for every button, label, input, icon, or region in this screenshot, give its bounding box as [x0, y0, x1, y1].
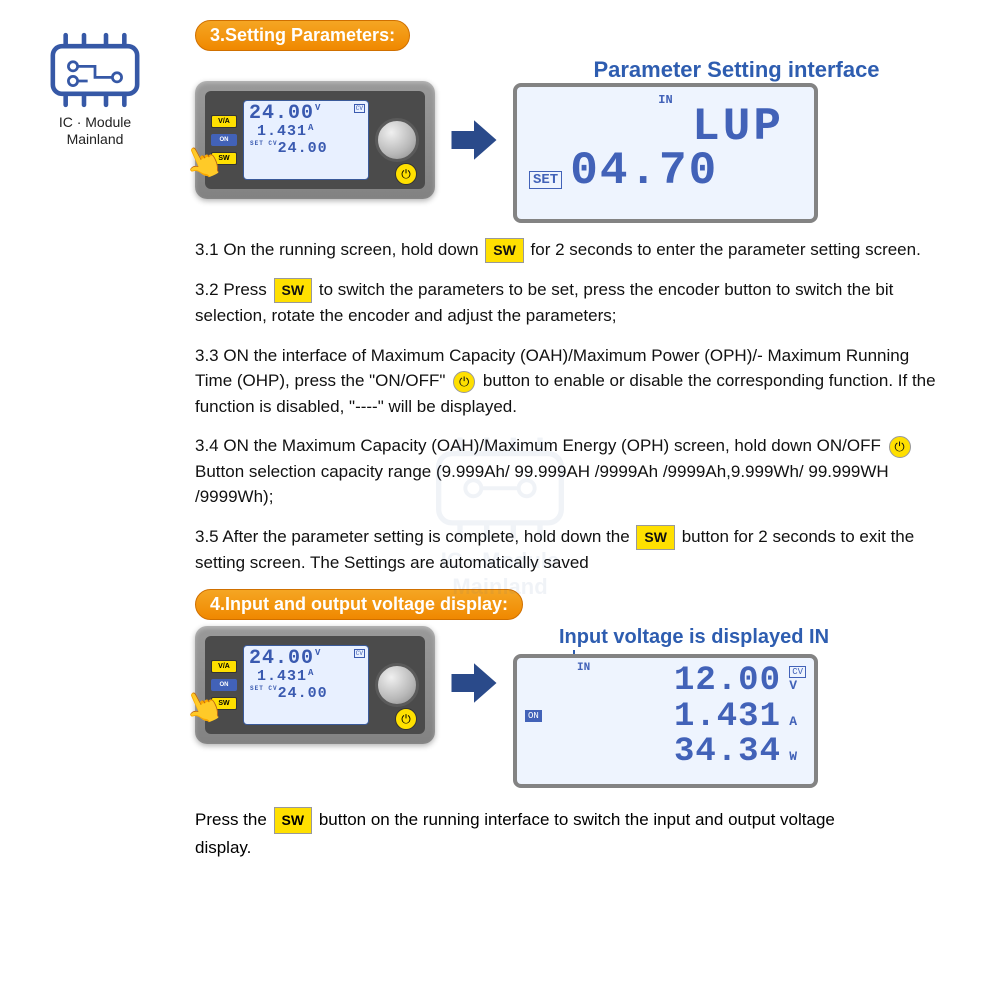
interface-title: Parameter Setting interface — [513, 57, 960, 83]
device-lcd-screen: CV 24.00V 1.431A SET CV24.00 — [243, 100, 369, 180]
main-content: 3.Setting Parameters: V/A ON SW CV 24.00… — [195, 20, 960, 788]
step-3-2: 3.2 Press SW to switch the parameters to… — [195, 277, 945, 329]
device-lcd-screen-2: CV 24.00V 1.431A SET CV24.00 — [243, 645, 369, 725]
brand-text-2: Mainland — [30, 131, 160, 148]
lcd-set-v: 24.00 — [278, 685, 328, 702]
sw-inline-button: SW — [636, 525, 675, 550]
bs-w-unit: W — [784, 750, 798, 764]
power-inline-icon: ⏻ — [889, 436, 911, 458]
bs-voltage: 12.00 — [674, 662, 781, 700]
sw-inline-button: SW — [274, 278, 313, 303]
bs-current: 1.431 — [674, 698, 781, 736]
bs-v-unit: V — [784, 679, 798, 693]
lcd-current: 1.431 — [257, 668, 307, 685]
lcd-a-unit: A — [308, 668, 314, 678]
power-button-icon: ⏻ — [395, 708, 417, 730]
device-illustration: V/A ON SW CV 24.00V 1.431A SET CV24.00 ⏻… — [195, 81, 435, 199]
bs-a-unit: A — [784, 715, 798, 729]
io-voltage-screen: IN CV ON 12.00V 1.431A 34.34W — [513, 654, 818, 788]
step-3-4: 3.4 ON the Maximum Capacity (OAH)/Maximu… — [195, 433, 945, 510]
power-button-icon: ⏻ — [395, 163, 417, 185]
lcd-set-prefix: SET CV — [250, 140, 278, 147]
lcd-voltage: 24.00 — [249, 102, 314, 125]
p34a: 3.4 ON the Maximum Capacity (OAH)/Maximu… — [195, 436, 886, 455]
lcd-voltage: 24.00 — [249, 647, 314, 670]
cv-badge: CV — [354, 104, 365, 113]
lcd-current-unit: A — [308, 123, 314, 133]
cv-badge: CV — [354, 649, 365, 658]
step-3-5: 3.5 After the parameter setting is compl… — [195, 524, 945, 576]
p31b: for 2 seconds to enter the parameter set… — [531, 240, 921, 259]
p32a: 3.2 Press — [195, 280, 272, 299]
brand-text-1: IC · Module — [30, 114, 160, 131]
lup-text: LUP — [529, 107, 802, 148]
s4-text-a: Press the — [195, 810, 272, 829]
device-va-button: V/A — [211, 115, 237, 128]
lcd-current: 1.431 — [257, 123, 307, 140]
section-4-text: Press the SW button on the running inter… — [195, 806, 875, 861]
parameter-screen: IN LUP SET 04.70 — [513, 83, 818, 223]
section-3-figure-row: V/A ON SW CV 24.00V 1.431A SET CV24.00 ⏻… — [195, 57, 960, 223]
set-value: 04.70 — [570, 148, 718, 194]
p35a: 3.5 After the parameter setting is compl… — [195, 527, 634, 546]
big-screen-2-wrap: Input voltage is displayed IN IN CV ON 1… — [513, 654, 818, 788]
brand-logo-block: IC · Module Mainland — [30, 30, 160, 148]
cv-badge: CV — [789, 666, 806, 678]
in-label-2: IN — [577, 662, 590, 674]
sw-inline-button: SW — [485, 238, 524, 263]
p34b: Button selection capacity range (9.999Ah… — [195, 462, 889, 507]
power-inline-icon: ⏻ — [453, 371, 475, 393]
section-3-header: 3.Setting Parameters: — [195, 20, 410, 51]
step-3-3: 3.3 ON the interface of Maximum Capacity… — [195, 343, 945, 420]
arrow-right-icon — [447, 113, 501, 167]
section-4-figure-row: V/A ON SW CV 24.00V 1.431A SET CV24.00 ⏻… — [195, 626, 960, 788]
device-va-button: V/A — [211, 660, 237, 673]
chip-icon — [40, 30, 150, 110]
sw-inline-button: SW — [274, 807, 313, 833]
lcd-set-prefix: SET CV — [250, 685, 278, 692]
step-3-1: 3.1 On the running screen, hold down SW … — [195, 237, 945, 263]
device-illustration-2: V/A ON SW CV 24.00V 1.431A SET CV24.00 ⏻… — [195, 626, 435, 744]
lcd-set-value: 24.00 — [278, 140, 328, 157]
encoder-knob — [375, 118, 419, 162]
lcd-voltage-unit: V — [315, 103, 321, 113]
lcd-v-unit: V — [315, 648, 321, 658]
p31a: 3.1 On the running screen, hold down — [195, 240, 483, 259]
set-label: SET — [529, 171, 562, 189]
on-badge: ON — [525, 710, 542, 722]
arrow-right-icon — [447, 656, 501, 710]
callout-text: Input voltage is displayed IN — [559, 626, 829, 649]
encoder-knob — [375, 663, 419, 707]
bs-power: 34.34 — [674, 733, 781, 771]
section-4-header: 4.Input and output voltage display: — [195, 589, 523, 620]
